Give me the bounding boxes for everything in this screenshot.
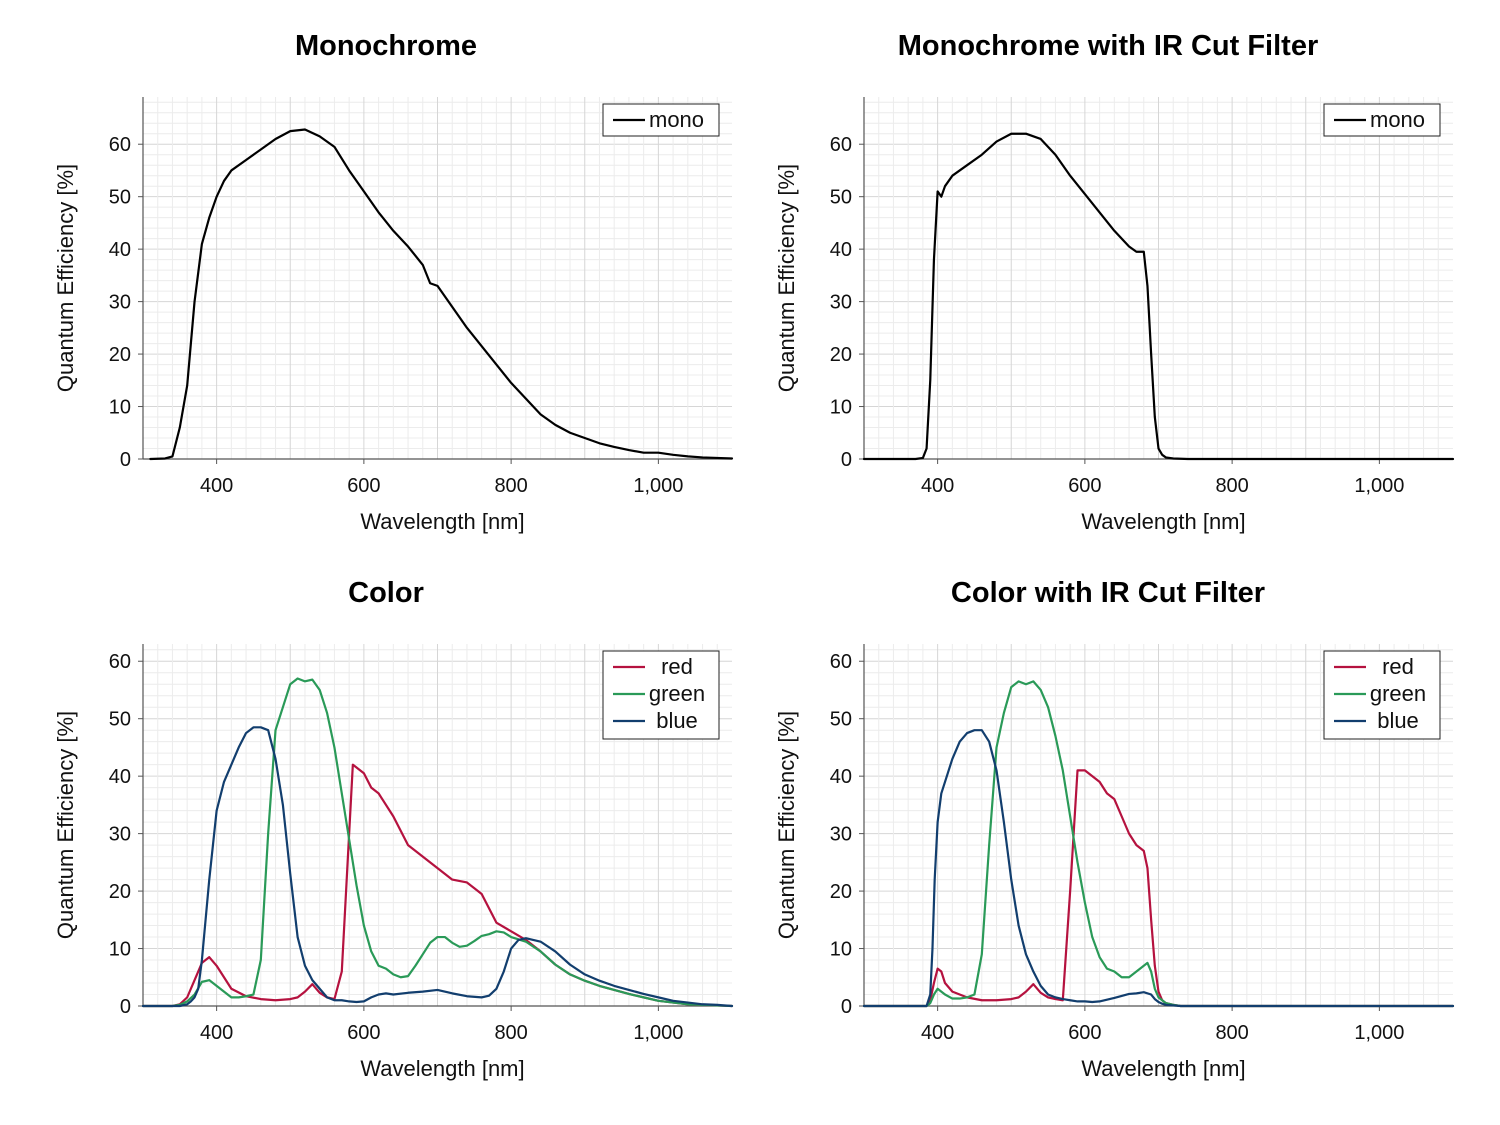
x-axis-label: Wavelength [nm] xyxy=(360,509,524,534)
y-axis-label: Quantum Efficiency [%] xyxy=(53,164,78,392)
y-tick-label: 20 xyxy=(109,881,131,903)
series-line-green xyxy=(141,677,734,1008)
y-tick-label: 10 xyxy=(109,939,131,961)
y-tick-label: 50 xyxy=(830,187,852,209)
y-tick-label: 40 xyxy=(830,766,852,788)
y-tick-label: 60 xyxy=(109,651,131,673)
y-tick-label: 40 xyxy=(109,239,131,261)
y-tick-label: 0 xyxy=(841,996,852,1018)
x-tick-label: 1,000 xyxy=(633,475,683,497)
legend-label: red xyxy=(1382,654,1414,679)
legend-label: mono xyxy=(1370,107,1425,132)
chart-title: Monochrome xyxy=(295,30,477,62)
y-tick-label: 60 xyxy=(830,134,852,156)
y-tick-label: 50 xyxy=(109,187,131,209)
y-tick-label: 30 xyxy=(109,824,131,846)
series-line-green xyxy=(862,680,1455,1008)
y-axis-label: Quantum Efficiency [%] xyxy=(774,711,799,939)
y-tick-label: 50 xyxy=(830,709,852,731)
chart-panel: Color 0 10 20 30 40 50 60 400 600 800 1,000 Waveleng… xyxy=(53,577,734,1081)
x-tick-label: 600 xyxy=(1068,475,1101,497)
y-tick-label: 10 xyxy=(109,397,131,419)
y-tick-label: 10 xyxy=(830,397,852,419)
x-tick-label: 400 xyxy=(921,1022,954,1044)
legend: mono xyxy=(602,103,720,137)
x-tick-label: 1,000 xyxy=(1354,1022,1404,1044)
x-tick-label: 800 xyxy=(1215,475,1248,497)
chart-title: Color xyxy=(348,577,424,609)
grid xyxy=(143,97,732,459)
y-tick-label: 20 xyxy=(109,344,131,366)
y-tick-label: 30 xyxy=(830,292,852,314)
chart-panel: Monochrome 0 10 20 30 40 50 60 400 600 800 1,000 Wav… xyxy=(53,30,734,534)
x-tick-label: 400 xyxy=(921,475,954,497)
series-line-mono xyxy=(862,132,1455,461)
x-tick-label: 1,000 xyxy=(633,1022,683,1044)
y-tick-label: 60 xyxy=(830,651,852,673)
legend-label: blue xyxy=(656,708,698,733)
x-tick-label: 400 xyxy=(200,1022,233,1044)
x-tick-label: 600 xyxy=(347,1022,380,1044)
chart-panel: Color with IR Cut Filter 0 10 20 30 40 50 60 400… xyxy=(774,577,1455,1081)
legend-label: green xyxy=(1370,681,1426,706)
x-tick-label: 800 xyxy=(1215,1022,1248,1044)
series-line-mono xyxy=(149,128,734,461)
x-axis-label: Wavelength [nm] xyxy=(1081,1056,1245,1081)
y-tick-label: 20 xyxy=(830,881,852,903)
legend: mono xyxy=(1323,103,1441,137)
y-tick-label: 30 xyxy=(109,292,131,314)
series-line-blue xyxy=(141,726,734,1008)
legend-label: blue xyxy=(1377,708,1419,733)
y-tick-label: 20 xyxy=(830,344,852,366)
y-tick-label: 60 xyxy=(109,134,131,156)
y-tick-label: 50 xyxy=(109,709,131,731)
chart-title: Monochrome with IR Cut Filter xyxy=(898,30,1319,62)
y-tick-label: 0 xyxy=(120,996,131,1018)
y-axis-label: Quantum Efficiency [%] xyxy=(774,164,799,392)
legend-label: mono xyxy=(649,107,704,132)
x-tick-label: 1,000 xyxy=(1354,475,1404,497)
x-tick-label: 600 xyxy=(347,475,380,497)
legend-label: red xyxy=(661,654,693,679)
legend-label: green xyxy=(649,681,705,706)
chart-panel: Monochrome with IR Cut Filter 0 10 20 30 40 50… xyxy=(774,30,1455,534)
x-tick-label: 600 xyxy=(1068,1022,1101,1044)
x-axis-label: Wavelength [nm] xyxy=(1081,509,1245,534)
x-axis-label: Wavelength [nm] xyxy=(360,1056,524,1081)
x-tick-label: 400 xyxy=(200,475,233,497)
y-tick-label: 40 xyxy=(830,239,852,261)
y-tick-label: 0 xyxy=(841,449,852,471)
y-axis-label: Quantum Efficiency [%] xyxy=(53,711,78,939)
series-line-red xyxy=(862,769,1455,1008)
x-tick-label: 800 xyxy=(494,1022,527,1044)
y-tick-label: 10 xyxy=(830,939,852,961)
y-tick-label: 30 xyxy=(830,824,852,846)
y-tick-label: 0 xyxy=(120,449,131,471)
y-tick-label: 40 xyxy=(109,766,131,788)
grid xyxy=(864,97,1453,459)
x-tick-label: 800 xyxy=(494,475,527,497)
chart-title: Color with IR Cut Filter xyxy=(951,577,1265,609)
series-line-blue xyxy=(862,729,1455,1008)
